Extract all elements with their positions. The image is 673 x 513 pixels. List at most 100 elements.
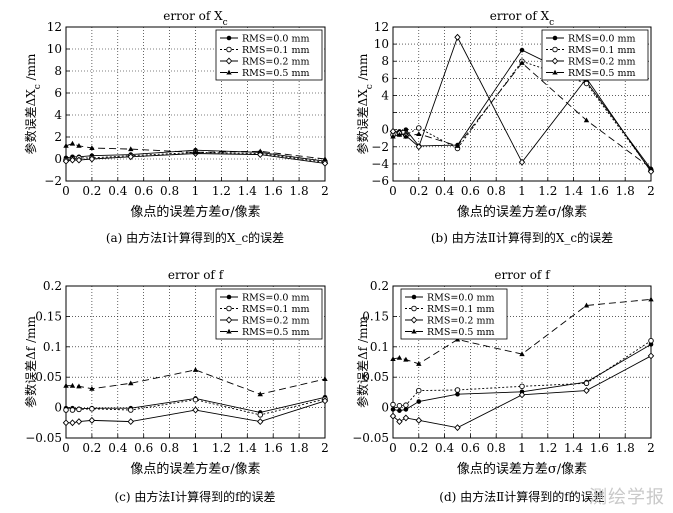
legend-label: RMS=0.5 mm <box>427 327 495 338</box>
x-tick-label: 0 <box>389 441 397 455</box>
data-point <box>583 80 590 87</box>
x-tick-label: 0.6 <box>461 441 480 455</box>
y-tick-label: 10 <box>47 42 62 56</box>
x-tick-label: 0.2 <box>82 441 101 455</box>
x-tick-label: 0.8 <box>487 441 506 455</box>
legend-marker <box>225 57 233 65</box>
y-tick-label: 0 <box>54 152 62 166</box>
data-point <box>416 387 422 394</box>
data-point <box>415 143 423 151</box>
data-point <box>128 380 134 386</box>
data-point <box>192 396 199 403</box>
y-tick-label: 6 <box>381 71 389 85</box>
y-tick-label: 0.15 <box>35 309 62 323</box>
data-point <box>75 418 83 426</box>
legend-marker <box>411 328 417 334</box>
series-line <box>65 143 326 160</box>
data-point <box>69 407 76 413</box>
series-line <box>392 62 652 169</box>
x-tick-label: 0.4 <box>108 184 127 198</box>
legend-label: RMS=0.2 mm <box>568 57 636 68</box>
y-tick-label: −2 <box>371 140 389 154</box>
x-tick-label: 0 <box>389 184 397 198</box>
data-point <box>257 412 264 418</box>
x-tick-label: 2 <box>321 441 329 455</box>
data-point <box>128 146 134 152</box>
legend-label: RMS=0.0 mm <box>242 34 310 45</box>
legend-label: RMS=0.5 mm <box>242 327 310 338</box>
caption-d: (d) 由方法Ⅱ计算得到的f的误差 <box>439 490 605 504</box>
data-point <box>69 156 76 164</box>
y-tick-label: 0.1 <box>370 340 389 354</box>
data-point <box>648 337 654 344</box>
series-4 <box>63 367 328 397</box>
data-point <box>403 356 409 362</box>
data-point <box>396 418 403 426</box>
y-tick-label: 12 <box>47 20 62 34</box>
data-point <box>583 387 590 395</box>
series-3 <box>389 352 655 432</box>
data-point <box>62 157 70 165</box>
legend-marker <box>411 294 417 300</box>
legend-marker <box>552 46 558 53</box>
legend-marker <box>226 294 232 300</box>
data-point <box>454 143 461 148</box>
x-tick-label: 1.8 <box>616 441 635 455</box>
x-tick-label: 1.8 <box>290 441 309 455</box>
series-4 <box>390 296 654 366</box>
data-point <box>396 403 403 409</box>
legend-label: RMS=0.2 mm <box>242 57 310 68</box>
x-tick-label: 0.4 <box>435 441 454 455</box>
legend-label: RMS=0.0 mm <box>427 293 495 304</box>
x-tick-label: 1.4 <box>564 184 583 198</box>
x-axis-label: 像点的误差方差σ/像素 <box>130 461 260 477</box>
y-axis-label: 参数误差Δf /mm <box>355 316 370 408</box>
y-tick-label: 4 <box>54 108 62 122</box>
y-tick-label: 10 <box>374 37 389 51</box>
caption-c: (c) 由方法Ⅰ计算得到的f的误差 <box>114 490 276 504</box>
legend-marker <box>552 69 558 75</box>
x-tick-label: 2 <box>647 184 655 198</box>
x-tick-label: 2 <box>647 441 655 455</box>
data-point <box>519 60 525 65</box>
y-tick-label: 0 <box>54 401 62 415</box>
data-point <box>455 391 460 397</box>
y-tick-label: 4 <box>381 88 389 102</box>
y-tick-label: 0.2 <box>43 279 62 293</box>
data-point <box>69 419 76 427</box>
legend-marker <box>226 35 232 41</box>
legend-label: RMS=0.0 mm <box>568 34 636 45</box>
data-point <box>648 296 654 302</box>
x-tick-label: 1 <box>518 184 526 198</box>
data-point <box>89 406 95 412</box>
chart-title: error of Xc <box>163 9 227 28</box>
x-tick-label: 1.6 <box>264 184 283 198</box>
data-point <box>127 153 134 161</box>
data-point <box>519 47 525 53</box>
x-tick-label: 1.6 <box>590 441 609 455</box>
data-point <box>88 155 96 163</box>
legend-label: RMS=0.5 mm <box>242 68 310 79</box>
data-point <box>416 125 422 131</box>
x-tick-label: 1.2 <box>212 441 231 455</box>
data-point <box>127 418 134 426</box>
data-point <box>648 342 654 347</box>
legend-marker <box>551 57 559 65</box>
data-point <box>397 408 402 413</box>
y-tick-label: −2 <box>44 174 62 188</box>
legend-label: RMS=0.2 mm <box>242 316 310 327</box>
x-tick-label: 1 <box>192 441 200 455</box>
x-tick-label: 1.8 <box>290 184 309 198</box>
x-tick-label: 1.2 <box>538 441 557 455</box>
y-tick-label: 0.05 <box>362 370 389 384</box>
data-point <box>396 354 403 360</box>
legend-marker <box>410 316 418 324</box>
data-point <box>321 159 329 167</box>
legend-label: RMS=0.1 mm <box>568 45 636 56</box>
y-tick-label: 0.2 <box>370 279 389 293</box>
y-tick-label: −0.05 <box>25 431 62 445</box>
data-point <box>403 127 409 132</box>
